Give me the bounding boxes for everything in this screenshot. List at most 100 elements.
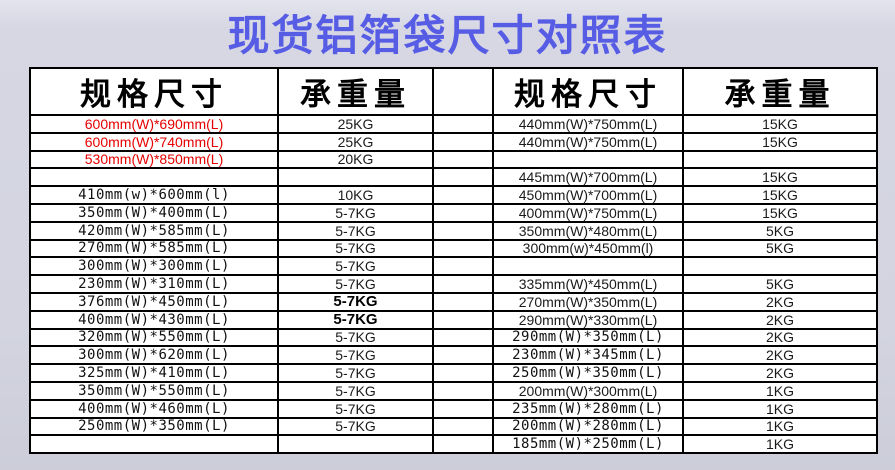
left-weight-cell [277, 434, 434, 455]
table-row: 376mm(W)*450mm(L) 5-7KG 270mm(W)*350mm(L) 2… [29, 291, 878, 312]
table-row: 350mm(W)*400mm(L) 5-7KG 400mm(W)*750mm(L) 1… [29, 202, 878, 223]
table-row: 185mm(W)*250mm(L) 1KG [29, 434, 878, 455]
left-spec-cell: 350mm(W)*400mm(L) [29, 202, 279, 223]
right-weight-cell: 1KG [682, 416, 878, 437]
table-row: 600mm(W)*740mm(L) 25KG 440mm(W)*750mm(L) 15… [29, 131, 878, 152]
left-spec-cell: 300mm(W)*620mm(L) [29, 345, 279, 366]
left-weight-header: 承重量 [277, 67, 434, 116]
right-spec-cell: 440mm(W)*750mm(L) [492, 131, 684, 152]
left-spec-cell: 350mm(W)*550mm(L) [29, 380, 279, 401]
left-weight-cell: 5-7KG [277, 274, 434, 294]
table-row: 230mm(W)*310mm(L) 5-7KG 335mm(W)*450mm(L) 5… [29, 274, 878, 294]
right-weight-cell: 2KG [682, 327, 878, 348]
gap-cell [432, 238, 494, 259]
right-spec-cell: 350mm(W)*480mm(L) [492, 220, 684, 241]
left-spec-cell: 270mm(W)*585mm(L) [29, 238, 279, 259]
left-spec-cell [29, 167, 279, 188]
right-spec-cell: 230mm(W)*345mm(L) [492, 345, 684, 366]
page-title: 现货铝箔袋尺寸对照表 [227, 12, 668, 59]
right-weight-cell: 1KG [682, 398, 878, 419]
table-row: 420mm(W)*585mm(L) 5-7KG 350mm(W)*480mm(L) 5… [29, 220, 878, 241]
table-row: 320mm(W)*550mm(L) 5-7KG 290mm(W)*350mm(L) 2… [29, 327, 878, 348]
table-row: 300mm(W)*620mm(L) 5-7KG 230mm(W)*345mm(L) 2… [29, 345, 878, 366]
left-spec-cell: 600mm(W)*690mm(L) [29, 114, 279, 134]
table-row: 530mm(W)*850mm(L) 20KG [29, 149, 878, 170]
left-spec-cell [29, 434, 279, 455]
table-row: 300mm(W)*300mm(L) 5-7KG [29, 256, 878, 277]
left-weight-cell: 5-7KG [277, 291, 434, 312]
right-spec-cell: 290mm(W)*350mm(L) [492, 327, 684, 348]
right-weight-cell: 5KG [682, 274, 878, 294]
left-spec-cell: 376mm(W)*450mm(L) [29, 291, 279, 312]
right-weight-cell [682, 149, 878, 170]
right-weight-cell: 15KG [682, 185, 878, 205]
right-weight-cell: 15KG [682, 167, 878, 188]
left-weight-cell: 5-7KG [277, 256, 434, 277]
left-spec-cell: 530mm(W)*850mm(L) [29, 149, 279, 170]
left-spec-cell: 420mm(W)*585mm(L) [29, 220, 279, 241]
right-spec-cell [492, 149, 684, 170]
left-spec-cell: 410mm(w)*600mm(l) [29, 185, 279, 205]
gap-cell [432, 114, 494, 134]
right-spec-cell: 235mm(W)*280mm(L) [492, 398, 684, 419]
right-weight-cell: 2KG [682, 309, 878, 330]
left-weight-cell: 5-7KG [277, 309, 434, 330]
table-row: 325mm(W)*410mm(L) 5-7KG 250mm(W)*350mm(L) 2… [29, 363, 878, 383]
left-weight-cell: 5-7KG [277, 416, 434, 437]
left-weight-cell: 5-7KG [277, 327, 434, 348]
right-spec-cell: 300mm(w)*450mm(l) [492, 238, 684, 259]
header-row: 规格尺寸 承重量 规格尺寸 承重量 [29, 67, 878, 116]
right-weight-header: 承重量 [682, 67, 878, 116]
right-spec-cell [492, 256, 684, 277]
left-spec-cell: 600mm(W)*740mm(L) [29, 131, 279, 152]
right-spec-cell: 270mm(W)*350mm(L) [492, 291, 684, 312]
left-weight-cell: 5-7KG [277, 220, 434, 241]
left-spec-cell: 300mm(W)*300mm(L) [29, 256, 279, 277]
right-weight-cell: 15KG [682, 114, 878, 134]
right-spec-cell: 200mm(W)*280mm(L) [492, 416, 684, 437]
gap-cell [432, 327, 494, 348]
gap-cell [432, 131, 494, 152]
left-weight-cell: 20KG [277, 149, 434, 170]
right-spec-cell: 440mm(W)*750mm(L) [492, 114, 684, 134]
table-row: 445mm(W)*700mm(L) 15KG [29, 167, 878, 188]
left-weight-cell: 5-7KG [277, 380, 434, 401]
gap-cell [432, 291, 494, 312]
right-spec-cell: 400mm(W)*750mm(L) [492, 202, 684, 223]
right-weight-cell: 15KG [682, 131, 878, 152]
gap-cell [432, 185, 494, 205]
left-spec-cell: 325mm(W)*410mm(L) [29, 363, 279, 383]
gap-cell [432, 256, 494, 277]
right-weight-cell: 15KG [682, 202, 878, 223]
right-spec-cell: 200mm(W)*300mm(L) [492, 380, 684, 401]
gap-cell [432, 220, 494, 241]
right-weight-cell [682, 256, 878, 277]
right-weight-cell: 1KG [682, 380, 878, 401]
right-weight-cell: 5KG [682, 238, 878, 259]
table-row: 400mm(W)*460mm(L) 5-7KG 235mm(W)*280mm(L) 1… [29, 398, 878, 419]
left-weight-cell: 5-7KG [277, 345, 434, 366]
left-weight-cell: 5-7KG [277, 238, 434, 259]
left-spec-cell: 250mm(W)*350mm(L) [29, 416, 279, 437]
right-spec-header: 规格尺寸 [492, 67, 684, 116]
table-row: 270mm(W)*585mm(L) 5-7KG 300mm(w)*450mm(l) 5… [29, 238, 878, 259]
gap-cell [432, 434, 494, 455]
left-spec-cell: 400mm(W)*460mm(L) [29, 398, 279, 419]
right-spec-cell: 250mm(W)*350mm(L) [492, 363, 684, 383]
left-weight-cell: 5-7KG [277, 202, 434, 223]
right-weight-cell: 2KG [682, 291, 878, 312]
gap-cell [432, 380, 494, 401]
left-spec-cell: 320mm(W)*550mm(L) [29, 327, 279, 348]
left-weight-cell [277, 167, 434, 188]
table-body: 600mm(W)*690mm(L) 25KG 440mm(W)*750mm(L) 15… [29, 114, 878, 455]
gap-cell [432, 149, 494, 170]
right-weight-cell: 2KG [682, 345, 878, 366]
left-spec-header: 规格尺寸 [29, 67, 279, 116]
gap-cell [432, 363, 494, 383]
table-row: 250mm(W)*350mm(L) 5-7KG 200mm(W)*280mm(L) 1… [29, 416, 878, 437]
right-spec-cell: 290mm(W)*330mm(L) [492, 309, 684, 330]
right-spec-cell: 185mm(W)*250mm(L) [492, 434, 684, 455]
left-weight-cell: 25KG [277, 131, 434, 152]
gap-cell [432, 274, 494, 294]
table-row: 600mm(W)*690mm(L) 25KG 440mm(W)*750mm(L) 15… [29, 114, 878, 134]
